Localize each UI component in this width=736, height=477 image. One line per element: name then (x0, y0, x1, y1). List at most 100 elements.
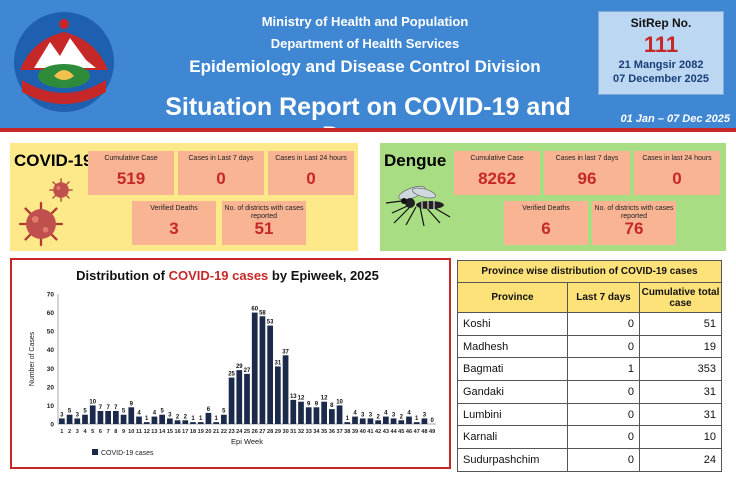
y-tick-label: 50 (47, 329, 55, 336)
bar (259, 316, 266, 424)
x-tick-label: 38 (344, 429, 350, 435)
legend-swatch (92, 449, 98, 455)
dengue-deaths-card: Verified Deaths 6 (504, 201, 588, 245)
dengue-last7-label: Cases in last 7 days (555, 155, 619, 162)
dengue-deaths-label: Verified Deaths (522, 205, 570, 212)
bar (97, 411, 104, 424)
x-tick-label: 47 (414, 429, 420, 435)
data-label: 5 (68, 409, 72, 415)
data-label: 9 (315, 401, 319, 407)
data-label: 2 (376, 414, 380, 420)
ministry-name: Ministry of Health and Population (261, 14, 469, 29)
data-label: 29 (236, 364, 243, 370)
table-row: Lumbini 0 31 (457, 402, 722, 427)
y-tick-label: 0 (50, 422, 54, 429)
covid-cumulative-card: Cumulative Case 519 (88, 151, 174, 195)
bar (352, 416, 358, 424)
coronavirus-large-icon (19, 202, 63, 246)
report-period: 01 Jan – 07 Dec 2025 (620, 113, 730, 125)
x-tick-label: 11 (136, 429, 142, 435)
bar (113, 411, 119, 424)
province-last7: 0 (567, 380, 640, 404)
x-tick-label: 22 (221, 429, 227, 435)
bar (390, 418, 397, 424)
x-tick-label: 41 (367, 429, 373, 435)
table-row: Sudurpashchim 0 24 (457, 448, 722, 472)
bar (367, 418, 374, 424)
dengue-summary-panel: Dengue Cumulative Case 8262 Cases in las… (380, 143, 726, 251)
dengue-cumulative-value: 8262 (478, 169, 516, 188)
table-row: Bagmati 1 353 (457, 357, 722, 382)
mosquito-icon (385, 185, 451, 227)
coronavirus-icon (49, 178, 73, 202)
data-label: 60 (251, 307, 258, 313)
chart-title-highlight: COVID-19 cases (168, 268, 269, 283)
province-total: 353 (639, 357, 722, 382)
x-tick-label: 29 (275, 429, 281, 435)
x-tick-label: 16 (174, 429, 180, 435)
data-label: 10 (336, 399, 343, 405)
bar (290, 399, 297, 424)
bar (167, 418, 173, 424)
data-label: 27 (244, 368, 251, 374)
x-tick-label: 43 (383, 429, 389, 435)
bar (182, 420, 189, 424)
data-label: 6 (207, 407, 211, 413)
sitrep-number: 111 (643, 32, 679, 57)
data-label: 3 (369, 412, 373, 418)
data-label: 12 (321, 396, 328, 402)
y-tick-label: 70 (47, 292, 55, 299)
bar (251, 312, 258, 424)
x-tick-label: 45 (398, 429, 404, 435)
data-label: 2 (184, 414, 188, 420)
x-tick-label: 30 (282, 429, 288, 435)
x-tick-label: 42 (375, 429, 381, 435)
data-label: 1 (191, 416, 195, 422)
dengue-last24-label: Cases in last 24 hours (642, 155, 712, 162)
table-row: Karnali 0 10 (457, 425, 722, 450)
x-tick-label: 20 (205, 429, 211, 435)
chart-title-suffix: by Epiweek, 2025 (268, 268, 379, 283)
bar (383, 416, 389, 424)
x-tick-label: 32 (298, 429, 304, 435)
x-tick-label: 49 (429, 429, 435, 435)
bar (190, 422, 196, 424)
bar (59, 418, 65, 424)
x-tick-label: 9 (122, 429, 125, 435)
covid-districts-value: 51 (254, 219, 274, 238)
dengue-panel-title: Dengue (384, 151, 447, 170)
covid-districts-card: No. of districts with cases reported 51 (222, 201, 306, 245)
sitrep-date-bs: 21 Mangsir 2082 (618, 59, 704, 71)
data-label: 9 (130, 401, 134, 407)
x-tick-label: 26 (252, 429, 258, 435)
header-divider (0, 128, 736, 132)
x-tick-label: 28 (267, 429, 273, 435)
x-tick-label: 31 (290, 429, 296, 435)
data-label: 53 (267, 320, 274, 326)
province-last7: 0 (567, 312, 640, 336)
x-tick-label: 23 (228, 429, 234, 435)
data-label: 37 (282, 349, 289, 355)
data-label: 12 (298, 396, 305, 402)
x-tick-label: 19 (198, 429, 204, 435)
sitrep-box: SitRep No. 111 21 Mangsir 2082 07 Decemb… (598, 11, 724, 95)
nepal-emblem-icon (14, 12, 114, 112)
province-total: 24 (639, 448, 722, 472)
bar (344, 422, 351, 424)
data-label: 25 (228, 372, 235, 378)
x-axis-label: Epi Week (231, 437, 263, 446)
data-label: 5 (222, 409, 226, 415)
data-label: 4 (407, 411, 411, 417)
data-label: 7 (114, 405, 118, 411)
bar (82, 414, 88, 424)
bar (321, 401, 327, 424)
data-label: 1 (346, 416, 350, 422)
covid-cumulative-label: Cumulative Case (104, 155, 158, 162)
covid-last24-label: Cases in Last 24 hours (275, 155, 347, 162)
bar (89, 405, 96, 424)
x-tick-label: 25 (244, 429, 250, 435)
bar (336, 405, 343, 424)
data-label: 5 (122, 409, 126, 415)
dengue-last24-value: 0 (672, 169, 682, 188)
province-last7: 0 (567, 334, 640, 359)
